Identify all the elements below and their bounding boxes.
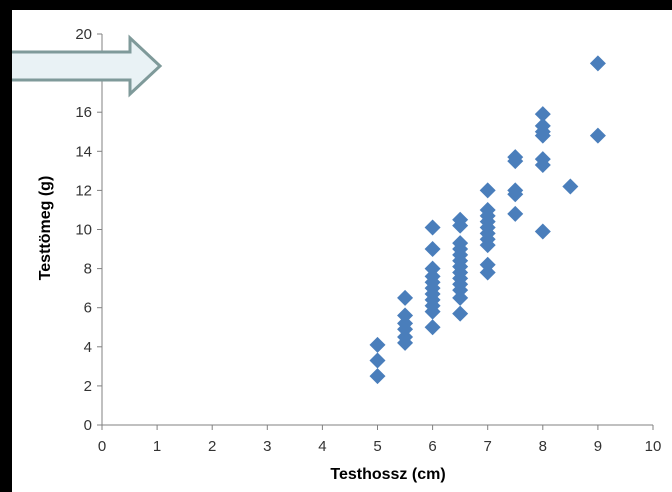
data-point	[479, 182, 496, 199]
y-tick-label: 4	[84, 339, 92, 356]
x-tick-label: 10	[645, 438, 662, 455]
y-tick-label: 16	[75, 104, 92, 121]
data-point	[562, 178, 579, 195]
x-tick-label: 9	[594, 438, 602, 455]
data-point	[424, 241, 441, 258]
data-point	[534, 223, 551, 240]
data-point	[589, 127, 606, 144]
y-axis-title: Testtömeg (g)	[37, 176, 54, 281]
tick-labels: 01234567891002468101214161820	[75, 26, 661, 455]
y-tick-label: 6	[84, 300, 92, 317]
scatter-chart: 01234567891002468101214161820 Testhossz …	[12, 26, 661, 483]
y-tick-label: 8	[84, 261, 92, 278]
right-arrow-icon	[12, 34, 163, 98]
y-tick-label: 12	[75, 182, 92, 199]
data-point	[507, 153, 524, 170]
annotation-arrow	[12, 34, 163, 98]
data-point	[397, 289, 414, 306]
x-tick-label: 3	[263, 438, 271, 455]
data-point	[507, 205, 524, 222]
data-point	[507, 186, 524, 203]
data-point	[369, 368, 386, 385]
y-tick-label: 0	[84, 417, 92, 434]
data-point	[534, 127, 551, 144]
data-point	[479, 264, 496, 281]
data-point	[424, 319, 441, 336]
x-tick-label: 6	[428, 438, 436, 455]
data-point	[452, 289, 469, 306]
y-tick-label: 2	[84, 378, 92, 395]
x-tick-label: 0	[98, 438, 106, 455]
y-tick-label: 10	[75, 222, 92, 239]
data-point	[369, 336, 386, 353]
data-point	[534, 156, 551, 173]
data-points	[369, 55, 606, 385]
data-point	[589, 55, 606, 72]
x-tick-label: 7	[484, 438, 492, 455]
data-point	[369, 352, 386, 369]
x-tick-label: 8	[539, 438, 547, 455]
x-tick-label: 4	[318, 438, 326, 455]
x-tick-label: 5	[373, 438, 381, 455]
axes	[97, 33, 654, 430]
x-tick-label: 1	[153, 438, 161, 455]
y-tick-label: 14	[75, 143, 92, 160]
data-point	[424, 219, 441, 236]
x-axis-title: Testhossz (cm)	[330, 466, 445, 483]
data-point	[534, 106, 551, 123]
y-tick-label: 20	[75, 26, 92, 43]
data-point	[452, 305, 469, 322]
chart-panel: 01234567891002468101214161820 Testhossz …	[12, 10, 672, 492]
data-point	[397, 334, 414, 351]
x-tick-label: 2	[208, 438, 216, 455]
data-point	[479, 237, 496, 254]
data-point	[452, 217, 469, 234]
data-point	[424, 303, 441, 320]
